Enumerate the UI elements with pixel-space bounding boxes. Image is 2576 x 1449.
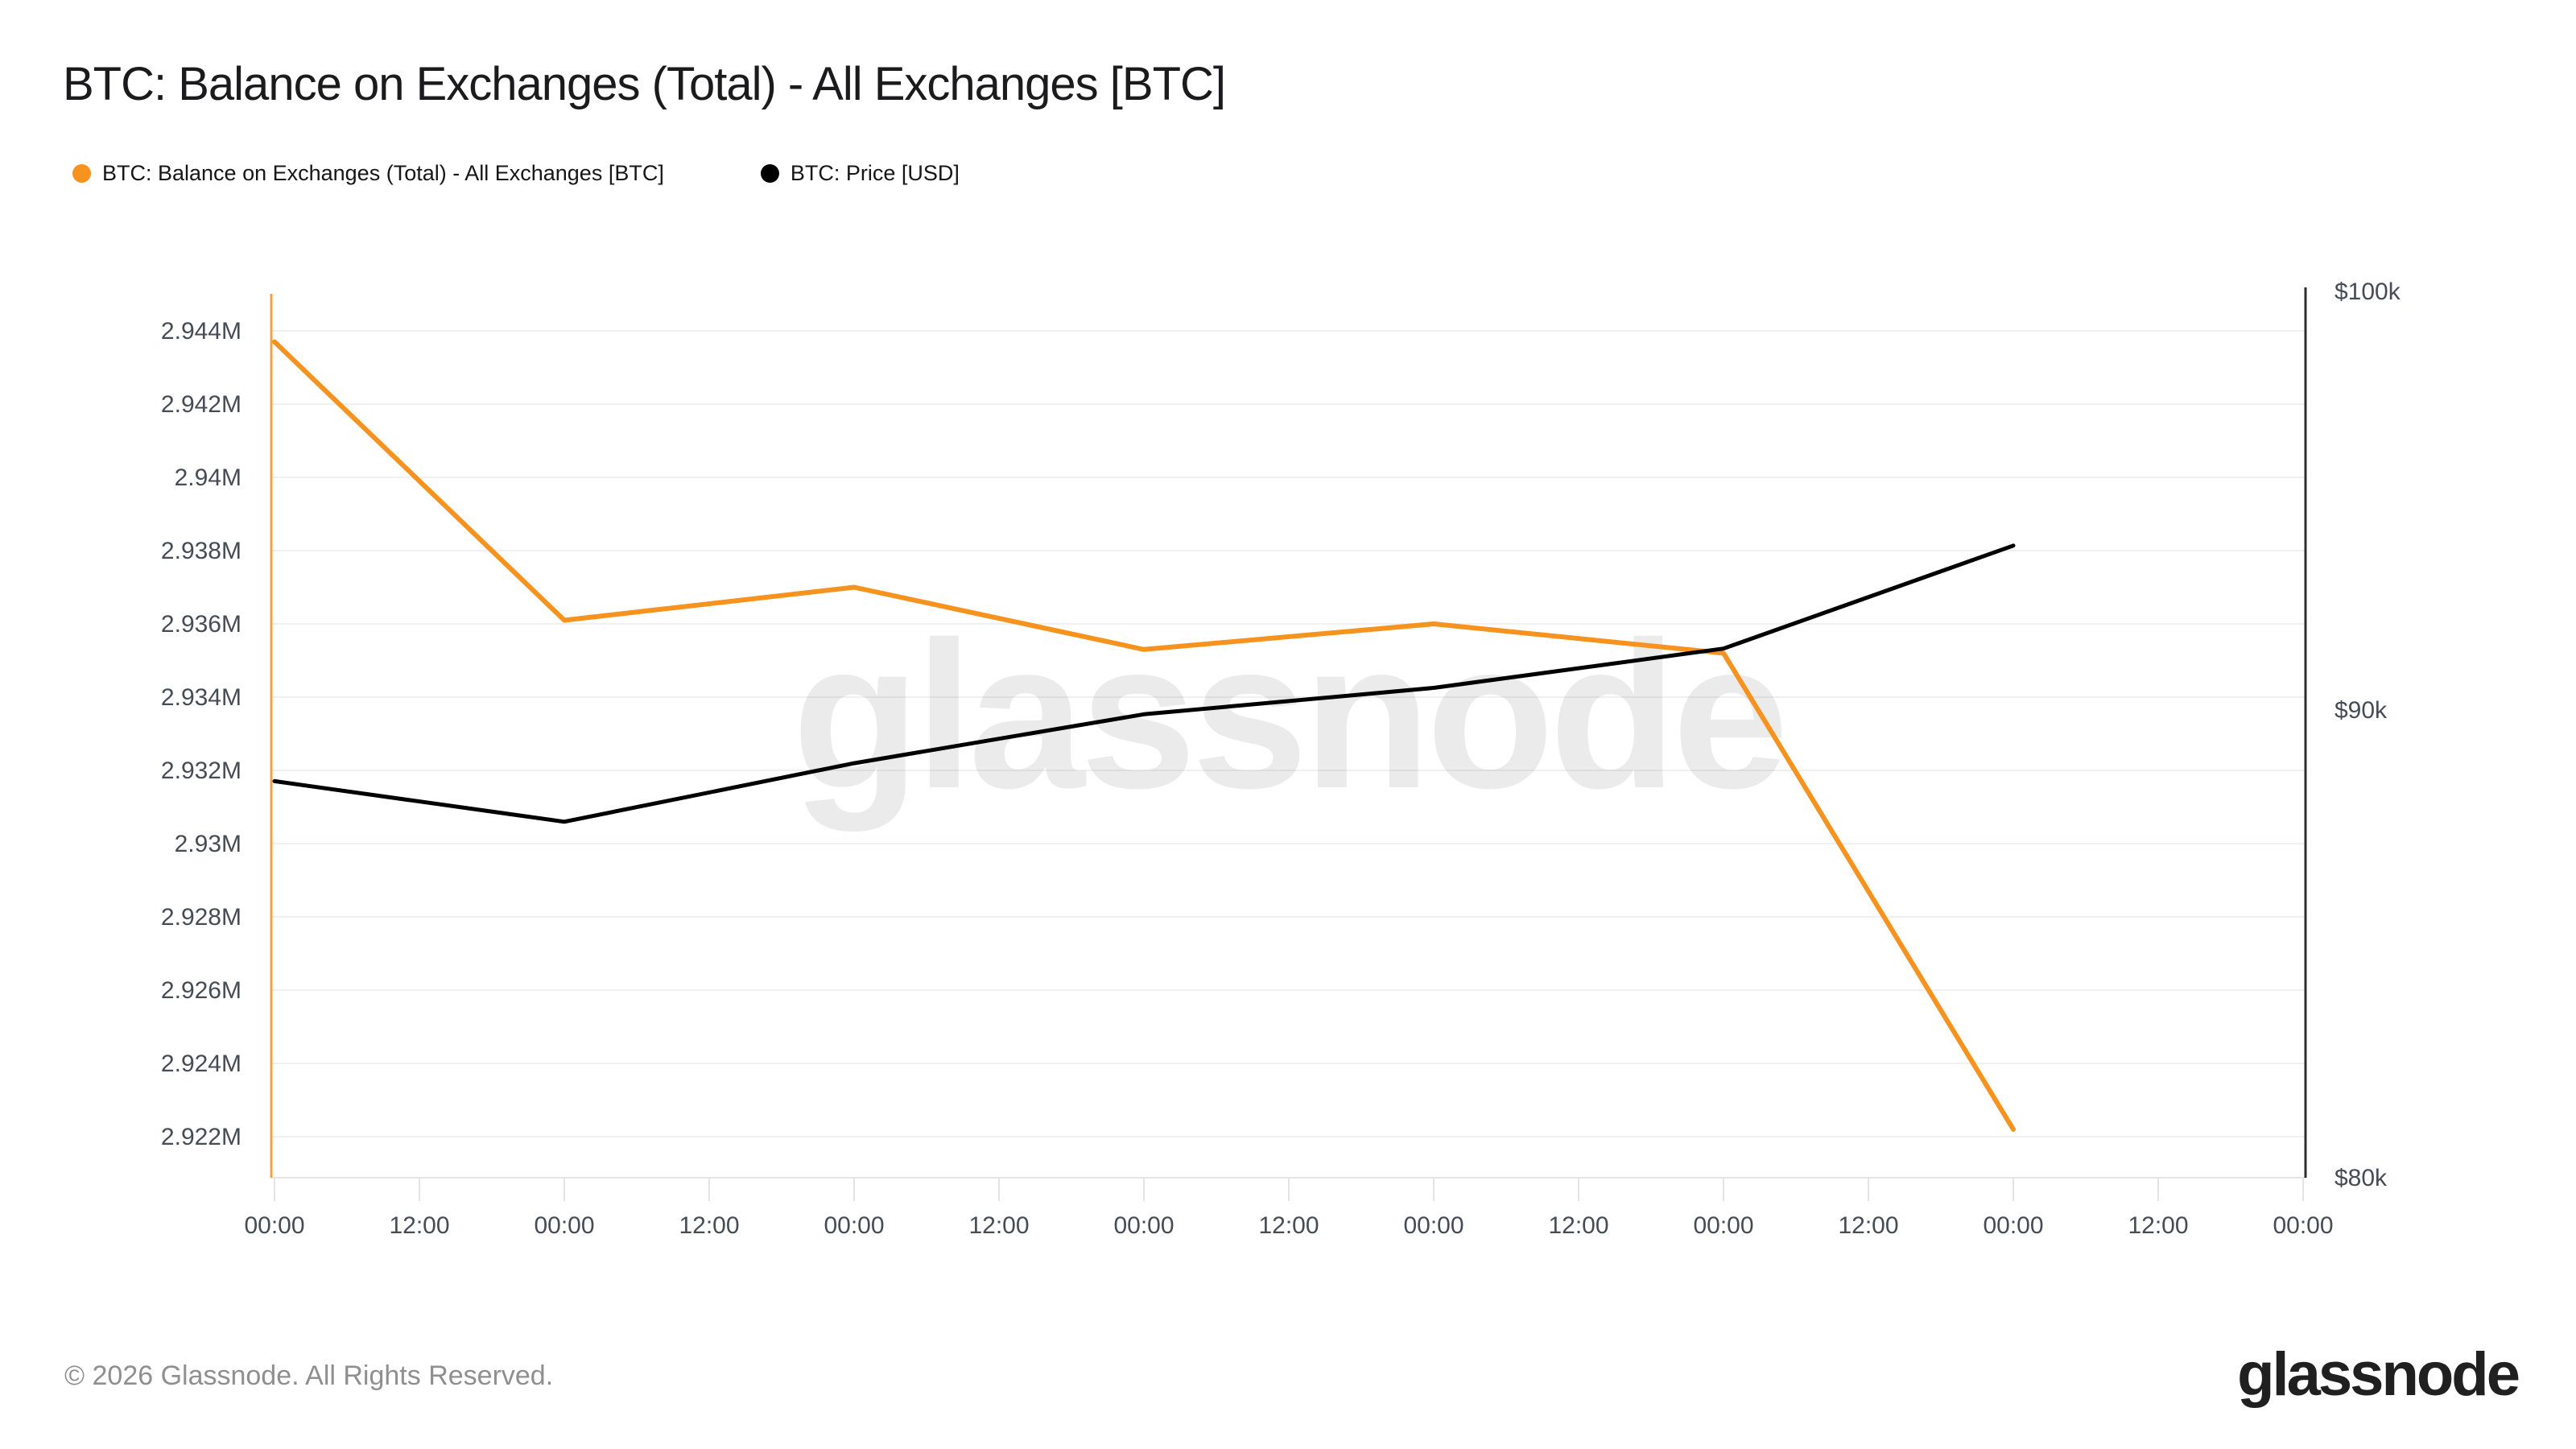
legend-item-price[interactable]: BTC: Price [USD]: [760, 161, 960, 186]
left-axis-label: 2.928M: [161, 904, 242, 931]
x-axis-label: 12:00: [1838, 1212, 1898, 1239]
x-axis-label: 00:00: [244, 1212, 304, 1239]
x-axis-label: 00:00: [824, 1212, 884, 1239]
legend-marker-balance-icon: [72, 164, 91, 183]
legend-marker-price-icon: [760, 164, 779, 183]
left-axis-label: 2.944M: [161, 318, 242, 345]
left-axis-label: 2.942M: [161, 391, 242, 418]
series-line-price: [272, 543, 2016, 824]
x-axis-label: 00:00: [2273, 1212, 2333, 1239]
x-axis-label: 12:00: [389, 1212, 449, 1239]
x-axis-label: 00:00: [534, 1212, 594, 1239]
x-axis-label: 12:00: [968, 1212, 1029, 1239]
page-title: BTC: Balance on Exchanges (Total) - All …: [63, 58, 1226, 110]
x-axis-label: 00:00: [1693, 1212, 1753, 1239]
left-axis-label: 2.936M: [161, 611, 242, 638]
copyright-text: © 2026 Glassnode. All Rights Reserved.: [64, 1360, 554, 1391]
left-axis-label: 2.922M: [161, 1124, 242, 1150]
left-axis-label: 2.924M: [161, 1051, 242, 1077]
legend-label-balance: BTC: Balance on Exchanges (Total) - All …: [102, 161, 664, 185]
legend-label-price: BTC: Price [USD]: [790, 161, 960, 185]
right-axis-label: $80k: [2334, 1165, 2388, 1191]
x-axis-label: 00:00: [1983, 1212, 2043, 1239]
glassnode-logo: glassnode: [2237, 1340, 2520, 1409]
left-axis-label: 2.932M: [161, 758, 242, 784]
x-axis-label: 00:00: [1403, 1212, 1463, 1239]
x-axis-label: 12:00: [2128, 1212, 2188, 1239]
left-axis-label: 2.938M: [161, 538, 242, 564]
series-line-balance: [272, 339, 2016, 1132]
right-axis-label: $100k: [2334, 279, 2401, 305]
left-axis-label: 2.926M: [161, 977, 242, 1004]
x-axis-label: 00:00: [1113, 1212, 1174, 1239]
x-axis-label: 12:00: [1548, 1212, 1608, 1239]
legend: BTC: Balance on Exchanges (Total) - All …: [72, 161, 960, 186]
watermark-text: glassnode: [792, 599, 1784, 833]
left-axis-label: 2.94M: [175, 464, 242, 491]
x-axis-label: 12:00: [679, 1212, 739, 1239]
left-axis-label: 2.93M: [175, 831, 242, 857]
legend-item-balance[interactable]: BTC: Balance on Exchanges (Total) - All …: [72, 161, 664, 186]
x-axis-label: 12:00: [1258, 1212, 1319, 1239]
right-axis-label: $90k: [2334, 697, 2388, 724]
left-axis-label: 2.934M: [161, 684, 242, 711]
